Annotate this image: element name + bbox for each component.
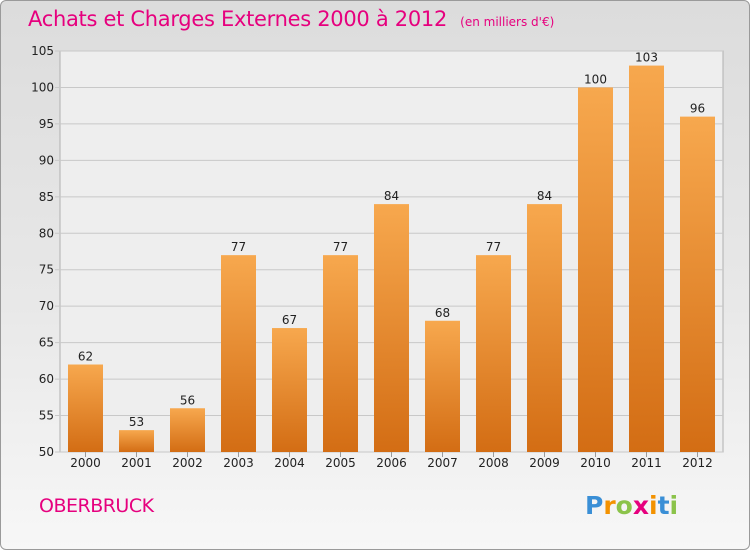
x-tick-label: 2012	[682, 456, 713, 470]
data-label-2006: 84	[384, 189, 399, 203]
x-tick-label: 2011	[631, 456, 662, 470]
bars: 62 53 56 77 67 77 84 68 77 84 100 103 96	[68, 51, 715, 453]
logo-letter: x	[632, 491, 649, 520]
data-label-2008: 77	[486, 240, 501, 254]
bar-2003	[221, 255, 256, 452]
x-tick-label: 2005	[325, 456, 356, 470]
bar-2009	[527, 204, 562, 452]
data-label-2004: 67	[282, 313, 297, 327]
data-label-2000: 62	[78, 350, 93, 364]
bar-2006	[374, 204, 409, 452]
bar-2001	[119, 430, 154, 452]
title-block: Achats et Charges Externes 2000 à 2012 (…	[28, 7, 554, 31]
bar-2010	[578, 87, 613, 453]
logo-letter: P	[585, 491, 604, 520]
y-tick-label: 80	[39, 226, 54, 240]
data-label-2003: 77	[231, 240, 246, 254]
logo-letter: i	[649, 491, 658, 520]
logo-letter: r	[603, 491, 616, 520]
logo-letter: i	[669, 491, 679, 520]
y-tick-label: 85	[39, 190, 54, 204]
x-tick-label: 2006	[376, 456, 407, 470]
bar-2012	[680, 116, 715, 453]
bar-2011	[629, 65, 664, 452]
x-tick-label: 2004	[274, 456, 305, 470]
data-label-2005: 77	[333, 240, 348, 254]
y-tick-label: 105	[31, 44, 54, 58]
y-tick-label: 100	[31, 80, 54, 94]
x-tick-label: 2002	[172, 456, 203, 470]
chart-title: Achats et Charges Externes 2000 à 2012	[28, 7, 448, 31]
data-label-2010: 100	[584, 72, 607, 86]
x-tick-label: 2007	[427, 456, 458, 470]
x-tick-label: 2003	[223, 456, 254, 470]
y-tick-label: 60	[39, 372, 54, 386]
bar-2002	[170, 408, 205, 452]
x-tick-label: 2000	[70, 456, 101, 470]
y-tick-label: 75	[39, 263, 54, 277]
y-tick-label: 95	[39, 117, 54, 131]
bar-2005	[323, 255, 358, 452]
logo-letter: o	[615, 491, 633, 520]
y-tick-label: 50	[39, 445, 54, 459]
data-label-2012: 96	[690, 102, 705, 116]
x-axis-ticks: 2000 2001 2002 2003 2004 2005 2006 2007 2008 2009…	[70, 452, 713, 470]
y-tick-label: 65	[39, 336, 54, 350]
data-label-2009: 84	[537, 189, 552, 203]
bar-2008	[476, 255, 511, 452]
y-tick-label: 90	[39, 153, 54, 167]
x-tick-label: 2009	[529, 456, 560, 470]
commune-name: OBERBRUCK	[39, 495, 154, 517]
y-axis-ticks: 50 55 60 65 70 75 80 85 90 95 100 105	[31, 44, 54, 459]
y-tick-label: 70	[39, 299, 54, 313]
x-tick-label: 2010	[580, 456, 611, 470]
x-tick-label: 2008	[478, 456, 509, 470]
bar-2007	[425, 320, 460, 452]
y-tick-label: 55	[39, 409, 54, 423]
data-label-2002: 56	[180, 393, 195, 407]
data-label-2007: 68	[435, 306, 450, 320]
data-label-2001: 53	[129, 415, 144, 429]
logo-letter: t	[657, 491, 670, 520]
proxiti-logo: Proxiti	[585, 491, 678, 520]
chart-subtitle: (en milliers d'€)	[460, 15, 555, 29]
bar-2004	[272, 328, 307, 452]
x-tick-label: 2001	[121, 456, 152, 470]
data-label-2011: 103	[635, 51, 658, 65]
bar-2000	[68, 364, 103, 452]
